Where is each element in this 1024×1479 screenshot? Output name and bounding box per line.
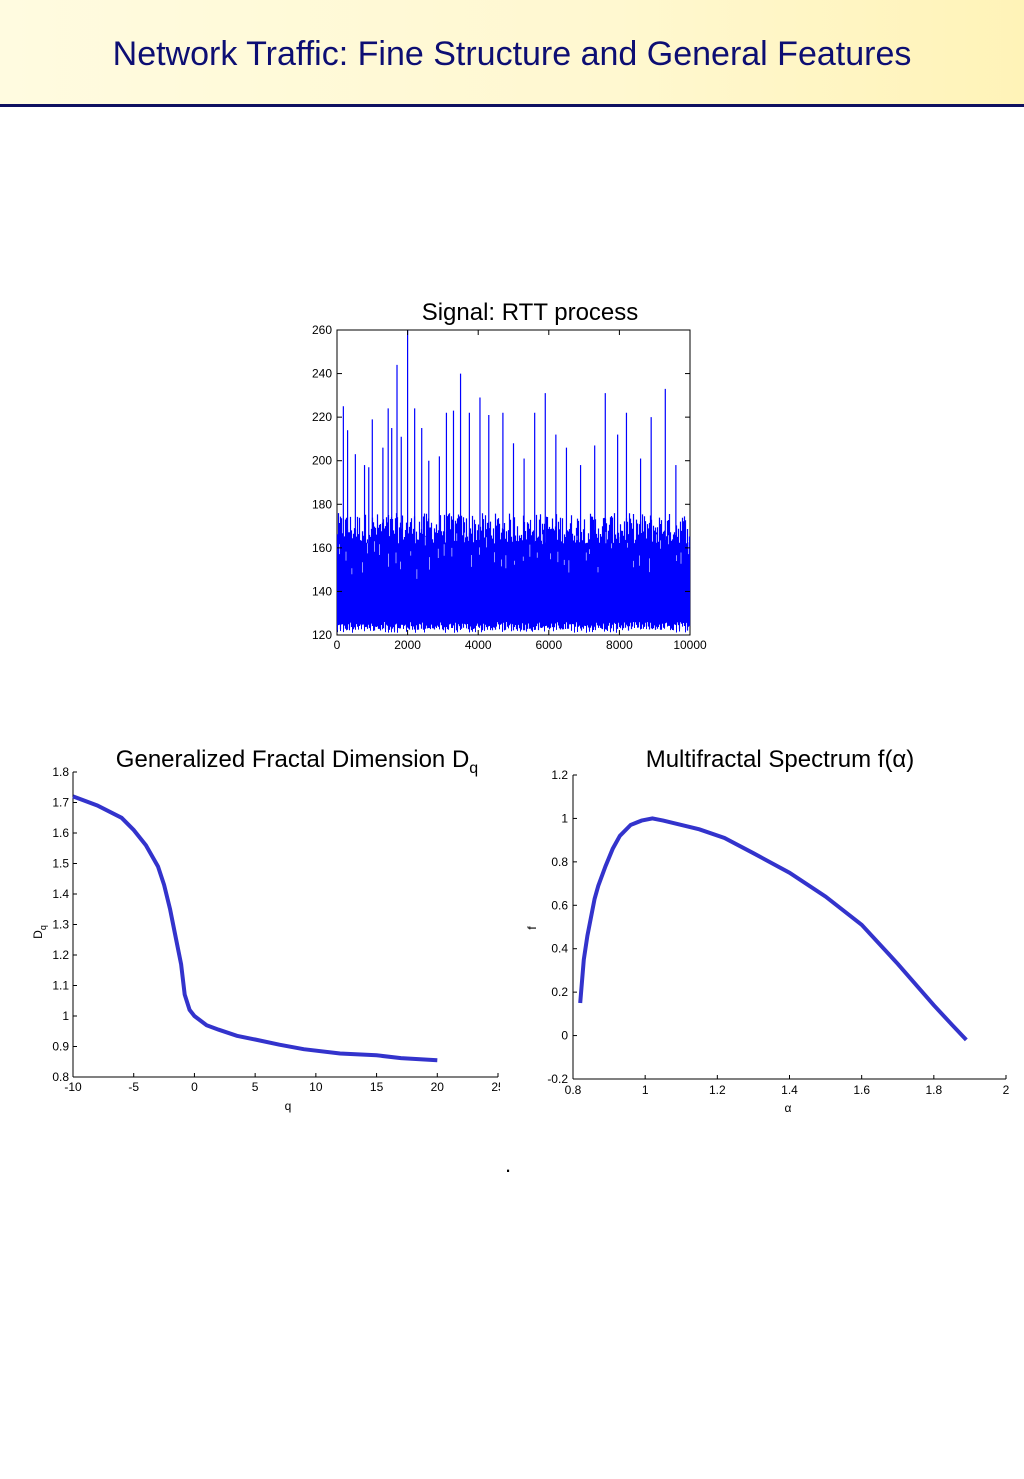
rtt-xtick-label: 4000 (465, 638, 492, 652)
rtt-xtick-label: 8000 (606, 638, 633, 652)
rtt-ytick-label: 260 (312, 323, 332, 337)
dq-xtick-label: -5 (128, 1080, 139, 1094)
rtt-ytick-label: 120 (312, 628, 332, 642)
dq-ytick-label: 1.8 (52, 765, 69, 779)
falpha-ytick-label: 1 (561, 811, 568, 825)
dq-xtick-label: 15 (370, 1080, 384, 1094)
falpha-chart: Multifractal Spectrum f(α) 0.8 1 1.2 1.4 1.6… (525, 746, 1010, 1115)
falpha-x-label: α (785, 1101, 792, 1115)
rtt-signal-floor (337, 600, 689, 633)
dq-ytick-label: 1.7 (52, 796, 69, 810)
falpha-ytick-label: 0 (561, 1029, 568, 1043)
dq-curve (72, 794, 438, 1063)
falpha-ytick-label: 0.6 (551, 898, 568, 912)
rtt-ytick-label: 180 (312, 497, 332, 511)
rtt-chart-title: Signal: RTT process (422, 299, 639, 326)
dq-y-label: Dq (31, 925, 48, 939)
dq-chart-title: Generalized Fractal Dimension Dq (116, 746, 478, 777)
rtt-series (336, 330, 691, 633)
dq-chart: Generalized Fractal Dimension Dq -10 -5 0 5… (31, 746, 508, 1113)
falpha-xtick-label: 1.8 (925, 1083, 942, 1097)
dq-ytick-label: 1.5 (52, 857, 69, 871)
falpha-ytick-label: 1.2 (551, 768, 568, 782)
falpha-xtick-label: 1.2 (709, 1083, 726, 1097)
falpha-ticks: 0.8 1 1.2 1.4 1.6 1.8 2 -0.2 0 0.2 0.4 0.6 0.8 1 1.2 (547, 768, 1009, 1097)
dq-ytick-label: 0.8 (52, 1070, 69, 1084)
rtt-signal-texture (339, 531, 689, 579)
rtt-ytick-label: 140 (312, 584, 332, 598)
rtt-xtick-label: 0 (334, 638, 341, 652)
dq-xtick-label: 20 (431, 1080, 445, 1094)
falpha-y-label: f (525, 926, 539, 930)
dq-ytick-label: 1.4 (52, 887, 69, 901)
rtt-xtick-label: 6000 (535, 638, 562, 652)
dq-xtick-label: 0 (191, 1080, 198, 1094)
rtt-axes: 0 2000 4000 6000 8000 10000 120 140 160 180 200 220… (312, 323, 707, 652)
dq-ytick-label: 1.1 (52, 979, 69, 993)
falpha-curve (578, 816, 968, 1042)
dq-ticks: -10 -5 0 5 10 15 20 250.80.911.11.21.31.41.51.6… (52, 765, 508, 1097)
dq-ytick-label: 1 (62, 1009, 69, 1023)
dq-xtick-label: -10 (64, 1080, 82, 1094)
dq-x-label: q (285, 1099, 292, 1113)
slide-title: Network Traffic: Fine Structure and Gene… (112, 35, 912, 73)
falpha-xtick-label: 0.8 (565, 1083, 582, 1097)
falpha-ytick-label: 0.8 (551, 855, 568, 869)
dq-ytick-label: 1.3 (52, 918, 69, 932)
footer-dot: . (505, 1152, 512, 1177)
dq-xtick-label: 10 (309, 1080, 323, 1094)
rtt-ytick-label: 240 (312, 367, 332, 381)
falpha-chart-title: Multifractal Spectrum f(α) (646, 746, 915, 773)
rtt-xtick-label: 10000 (673, 638, 707, 652)
rtt-ytick-label: 220 (312, 410, 332, 424)
falpha-xtick-label: 1 (642, 1083, 649, 1097)
rtt-chart: Signal: RTT process 0 2000 4000 6000 8000 100… (312, 299, 707, 652)
rtt-ytick-label: 160 (312, 541, 332, 555)
falpha-ytick-label: 0.2 (551, 985, 568, 999)
falpha-xtick-label: 1.4 (781, 1083, 798, 1097)
falpha-xtick-label: 2 (1003, 1083, 1010, 1097)
falpha-ytick-label: -0.2 (547, 1072, 568, 1086)
falpha-xtick-label: 1.6 (853, 1083, 870, 1097)
falpha-ytick-label: 0.4 (551, 942, 568, 956)
dq-ytick-label: 1.2 (52, 948, 69, 962)
rtt-signal-band (336, 513, 691, 631)
dq-ytick-label: 0.9 (52, 1040, 69, 1054)
dq-ytick-label: 1.6 (52, 826, 69, 840)
rtt-xtick-label: 2000 (394, 638, 421, 652)
dq-xtick-label: 5 (252, 1080, 259, 1094)
rtt-ytick-label: 200 (312, 454, 332, 468)
rtt-plot-frame (336, 329, 691, 636)
title-band: Network Traffic: Fine Structure and Gene… (0, 0, 1024, 107)
